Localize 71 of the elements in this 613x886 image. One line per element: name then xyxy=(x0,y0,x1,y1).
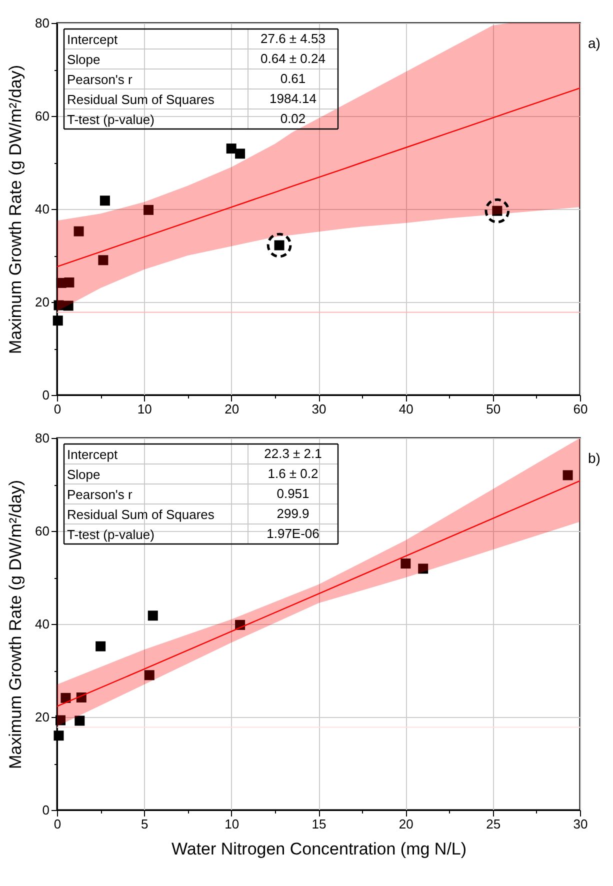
x-tick-label: 40 xyxy=(398,402,414,416)
annotation: T-test (p-value) xyxy=(67,527,154,542)
point xyxy=(54,300,64,310)
y-axis-title: Maximum Growth Rate (g DW/m²/day) xyxy=(6,480,26,770)
y-tick-label: 0 xyxy=(42,388,50,402)
annotation: 1.97E-06 xyxy=(266,526,320,541)
annotation: Intercept xyxy=(67,447,118,462)
text: b) xyxy=(588,450,600,466)
point xyxy=(100,196,110,206)
x-tick-label: 10 xyxy=(137,402,152,416)
x-tick-label: 0 xyxy=(54,402,62,416)
y-tick-label: 60 xyxy=(35,524,50,538)
y-tick-label: 0 xyxy=(42,802,50,818)
x-tick-label: 25 xyxy=(486,816,501,832)
x-tick-label: 20 xyxy=(398,816,414,832)
annotation: Pearson's r xyxy=(67,72,134,87)
annotation: Intercept xyxy=(67,32,118,47)
annotation: 1.6 ± 0.2 xyxy=(268,466,318,481)
line-series xyxy=(56,480,581,707)
point xyxy=(144,204,154,215)
y-tick-label: 20 xyxy=(35,294,50,310)
annotation: 299.9 xyxy=(276,506,310,521)
point xyxy=(562,470,573,480)
point xyxy=(55,715,66,726)
annotation: T-test (p-value) xyxy=(67,112,154,127)
point xyxy=(52,316,63,326)
y-axis-title: Maximum Growth Rate (g DW/m²/day) xyxy=(6,64,26,354)
point xyxy=(144,670,154,680)
x-tick-label: 30 xyxy=(312,402,326,416)
point xyxy=(226,144,236,154)
y-tick-label: 20 xyxy=(35,710,50,724)
point xyxy=(60,692,71,703)
text: a) xyxy=(588,35,600,51)
annotation: 0.64 ± 0.24 xyxy=(260,51,326,66)
annotation: 22.3 ± 2.1 xyxy=(264,446,322,461)
y-tick-label: 80 xyxy=(35,430,50,446)
y-tick-label: 80 xyxy=(35,16,50,30)
annotation: 27.6 ± 4.53 xyxy=(260,31,326,46)
annotation: Residual Sum of Squares xyxy=(67,507,215,522)
line-series xyxy=(56,88,581,268)
point xyxy=(98,255,108,266)
x-tick-label: 0 xyxy=(54,816,62,832)
point xyxy=(400,558,411,569)
annotation: Slope xyxy=(67,52,100,67)
point xyxy=(148,610,158,621)
point xyxy=(64,277,74,288)
x-tick-label: 30 xyxy=(573,816,588,832)
point xyxy=(63,300,74,311)
annotation: 1984.14 xyxy=(270,91,316,106)
point xyxy=(96,641,106,652)
x-tick-label: 60 xyxy=(573,402,588,416)
x-tick-label: 50 xyxy=(486,402,501,416)
annotation: 0.02 xyxy=(280,111,306,126)
annotation: Residual Sum of Squares xyxy=(67,92,215,107)
x-tick-label: 5 xyxy=(141,816,148,832)
annotation: Pearson's r xyxy=(67,487,134,502)
point xyxy=(418,564,428,574)
x-axis-title: Water Nitrogen Concentration (mg N/L) xyxy=(171,840,467,858)
point xyxy=(74,226,84,236)
annotation: Slope xyxy=(67,467,100,482)
annotation: 0.61 xyxy=(280,71,306,86)
x-tick-label: 10 xyxy=(224,816,240,832)
x-tick-label: 20 xyxy=(224,402,240,416)
annotation: 0.951 xyxy=(276,486,310,501)
y-tick-label: 40 xyxy=(35,616,50,632)
point xyxy=(235,148,246,159)
point xyxy=(54,730,64,741)
point xyxy=(74,716,85,726)
x-tick-label: 15 xyxy=(312,816,326,832)
y-tick-label: 40 xyxy=(35,202,50,216)
y-tick-label: 60 xyxy=(35,108,50,124)
